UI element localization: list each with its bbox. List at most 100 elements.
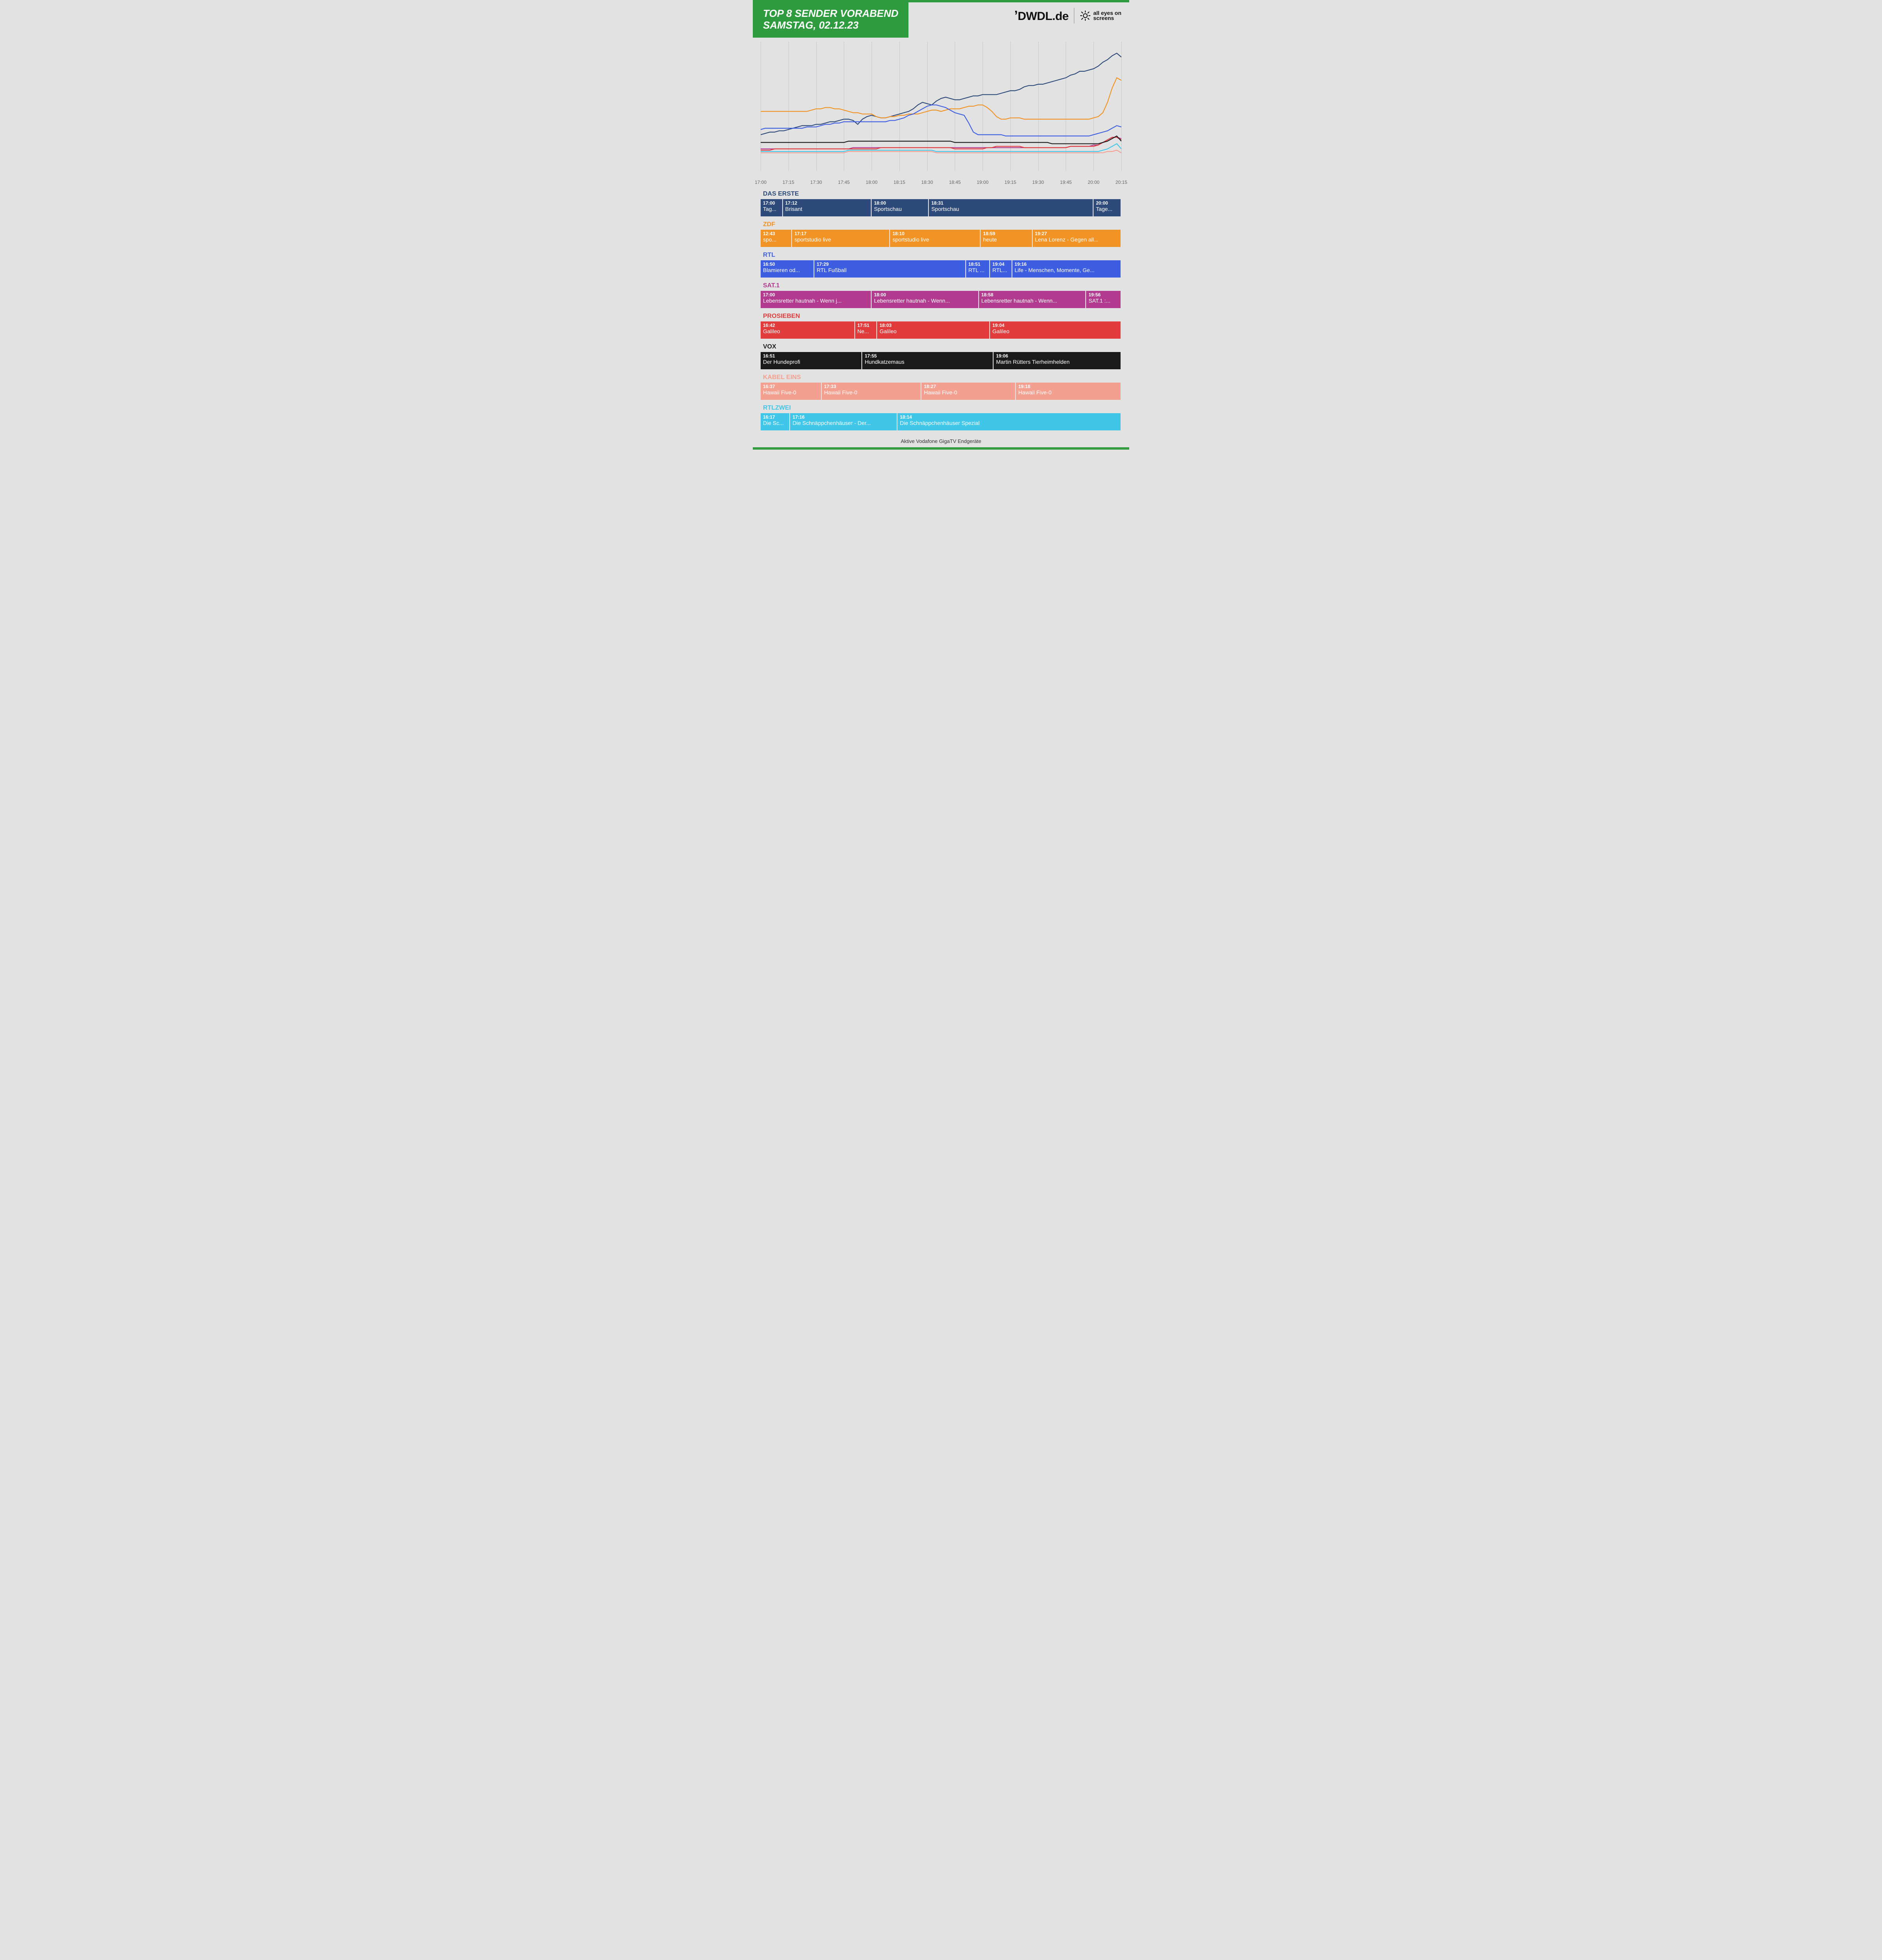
program-block: 17:29RTL Fußball (814, 260, 966, 278)
x-tick-label: 19:30 (1032, 180, 1044, 185)
program-block: 18:14Die Schnäppchenhäuser Spezial (897, 413, 1121, 430)
x-tick-label: 18:45 (949, 180, 961, 185)
program-name: Lebensretter hautnah - Wenn... (981, 298, 1083, 304)
program-name: Galileo (763, 328, 852, 334)
program-time: 17:55 (865, 353, 990, 359)
program-track: 16:37Hawaii Five-017:33Hawaii Five-018:2… (761, 383, 1121, 400)
program-track: 12:43spo...17:17sportstudio live18:10spo… (761, 230, 1121, 247)
channel-rtl: RTL16:50Blamieren od...17:29RTL Fußball1… (761, 252, 1121, 278)
program-block: 19:04RTL... (990, 260, 1012, 278)
program-time: 16:51 (763, 353, 859, 359)
program-track: 16:51Der Hundeprofi17:55Hundkatzemaus19:… (761, 352, 1121, 369)
program-name: Galileo (879, 328, 987, 334)
program-time: 16:37 (763, 384, 819, 389)
program-block: 16:37Hawaii Five-0 (761, 383, 822, 400)
program-block: 19:06Martin Rütters Tierheimhelden (994, 352, 1121, 369)
program-name: Martin Rütters Tierheimhelden (996, 359, 1118, 365)
title-box: TOP 8 SENDER VORABEND SAMSTAG, 02.12.23 (753, 2, 908, 38)
gridline (1121, 42, 1122, 171)
program-name: Blamieren od... (763, 267, 811, 273)
program-block: 17:12Brisant (783, 199, 872, 216)
program-time: 19:56 (1088, 292, 1118, 298)
program-block: 16:50Blamieren od... (761, 260, 814, 278)
program-name: heute (983, 236, 1029, 243)
aeos-l2: screens (1093, 15, 1114, 21)
program-block: 19:16Life - Menschen, Momente, Ge... (1012, 260, 1121, 278)
program-block: 17:00Lebensretter hautnah - Wenn j... (761, 291, 872, 308)
chart-section: 17:0017:1517:3017:4518:0018:1518:3018:45… (753, 38, 1129, 183)
x-tick-label: 19:00 (977, 180, 988, 185)
x-tick-label: 18:15 (894, 180, 905, 185)
program-time: 19:06 (996, 353, 1118, 359)
program-block: 16:51Der Hundeprofi (761, 352, 862, 369)
program-block: 17:17sportstudio live (792, 230, 890, 247)
program-time: 20:00 (1096, 200, 1118, 206)
program-name: Hundkatzemaus (865, 359, 990, 365)
program-name: Hawaii Five-0 (924, 389, 1013, 396)
channel-label: VOX (761, 343, 1121, 352)
program-block: 18:00Sportschau (872, 199, 929, 216)
brand-row: ’DWDL.de all eyes on screens (1014, 2, 1121, 24)
program-block: 18:03Galileo (877, 321, 990, 339)
program-name: Hawaii Five-0 (763, 389, 819, 396)
program-track: 16:50Blamieren od...17:29RTL Fußball18:5… (761, 260, 1121, 278)
program-block: 18:58Lebensretter hautnah - Wenn... (979, 291, 1086, 308)
program-block: 16:42Galileo (761, 321, 855, 339)
title-line2: SAMSTAG, 02.12.23 (763, 20, 898, 31)
header: TOP 8 SENDER VORABEND SAMSTAG, 02.12.23 … (753, 2, 1129, 38)
channel-rtlzwei: RTLZWEI16:17Die Sc...17:16Die Schnäppche… (761, 405, 1121, 430)
program-block: 17:51Ne... (855, 321, 877, 339)
program-name: spo... (763, 236, 789, 243)
schedule-section: DAS ERSTE17:00Tag...17:12Brisant18:00Spo… (753, 183, 1129, 434)
x-tick-label: 17:00 (755, 180, 767, 185)
program-time: 19:27 (1035, 231, 1118, 236)
program-name: RTL... (992, 267, 1009, 273)
program-block: 12:43spo... (761, 230, 792, 247)
program-block: 17:33Hawaii Five-0 (822, 383, 922, 400)
program-block: 18:59heute (981, 230, 1032, 247)
program-block: 17:00Tag... (761, 199, 783, 216)
program-track: 16:42Galileo17:51Ne...18:03Galileo19:04 G… (761, 321, 1121, 339)
program-name: sportstudio live (892, 236, 977, 243)
x-tick-label: 19:15 (1005, 180, 1016, 185)
footer-note: Aktive Vodafone GigaTV Endgeräte (753, 434, 1129, 447)
program-name: Sportschau (874, 206, 926, 212)
program-track: 17:00Tag...17:12Brisant18:00Sportschau18… (761, 199, 1121, 216)
x-tick-label: 18:30 (921, 180, 933, 185)
program-time: 17:12 (785, 200, 868, 206)
program-name: Lebensretter hautnah - Wenn... (874, 298, 976, 304)
program-name: Tage... (1096, 206, 1118, 212)
title-line1: TOP 8 SENDER VORABEND (763, 8, 898, 20)
program-time: 19:04 (992, 323, 1118, 328)
chart-lines (761, 42, 1121, 171)
x-tick-label: 19:45 (1060, 180, 1072, 185)
channel-zdf: ZDF12:43spo...17:17sportstudio live18:10… (761, 221, 1121, 247)
program-time: 18:59 (983, 231, 1029, 236)
program-name: Die Schnäppchenhäuser Spezial (900, 420, 1118, 426)
channel-vox: VOX16:51Der Hundeprofi17:55Hundkatzemaus… (761, 343, 1121, 369)
alleyesonscreens-logo: all eyes on screens (1080, 10, 1121, 21)
program-name: Tag... (763, 206, 780, 212)
channel-das_erste: DAS ERSTE17:00Tag...17:12Brisant18:00Spo… (761, 191, 1121, 216)
program-block: 17:55Hundkatzemaus (862, 352, 994, 369)
program-time: 17:00 (763, 200, 780, 206)
program-time: 18:27 (924, 384, 1013, 389)
program-time: 17:17 (794, 231, 887, 236)
program-name: RTL ... (968, 267, 987, 273)
program-name: Ne... (857, 328, 874, 334)
program-track: 16:17Die Sc...17:16Die Schnäppchenhäuser… (761, 413, 1121, 430)
program-time: 17:51 (857, 323, 874, 328)
program-name: RTL Fußball (817, 267, 963, 273)
channel-prosieben: PROSIEBEN16:42Galileo17:51Ne...18:03Gali… (761, 313, 1121, 339)
program-block: 18:27Hawaii Five-0 (921, 383, 1016, 400)
program-block: 19:27Lena Lorenz - Gegen all... (1033, 230, 1121, 247)
program-time: 17:33 (824, 384, 919, 389)
line-chart: 17:0017:1517:3017:4518:0018:1518:3018:45… (761, 42, 1121, 183)
program-name: Lena Lorenz - Gegen all... (1035, 236, 1118, 243)
channel-sat1: SAT.117:00Lebensretter hautnah - Wenn j.… (761, 282, 1121, 308)
x-tick-label: 20:15 (1115, 180, 1127, 185)
program-block: 19:56SAT.1 :... (1086, 291, 1121, 308)
channel-label: SAT.1 (761, 282, 1121, 291)
program-name: Die Schnäppchenhäuser - Der... (792, 420, 894, 426)
program-time: 18:00 (874, 292, 976, 298)
